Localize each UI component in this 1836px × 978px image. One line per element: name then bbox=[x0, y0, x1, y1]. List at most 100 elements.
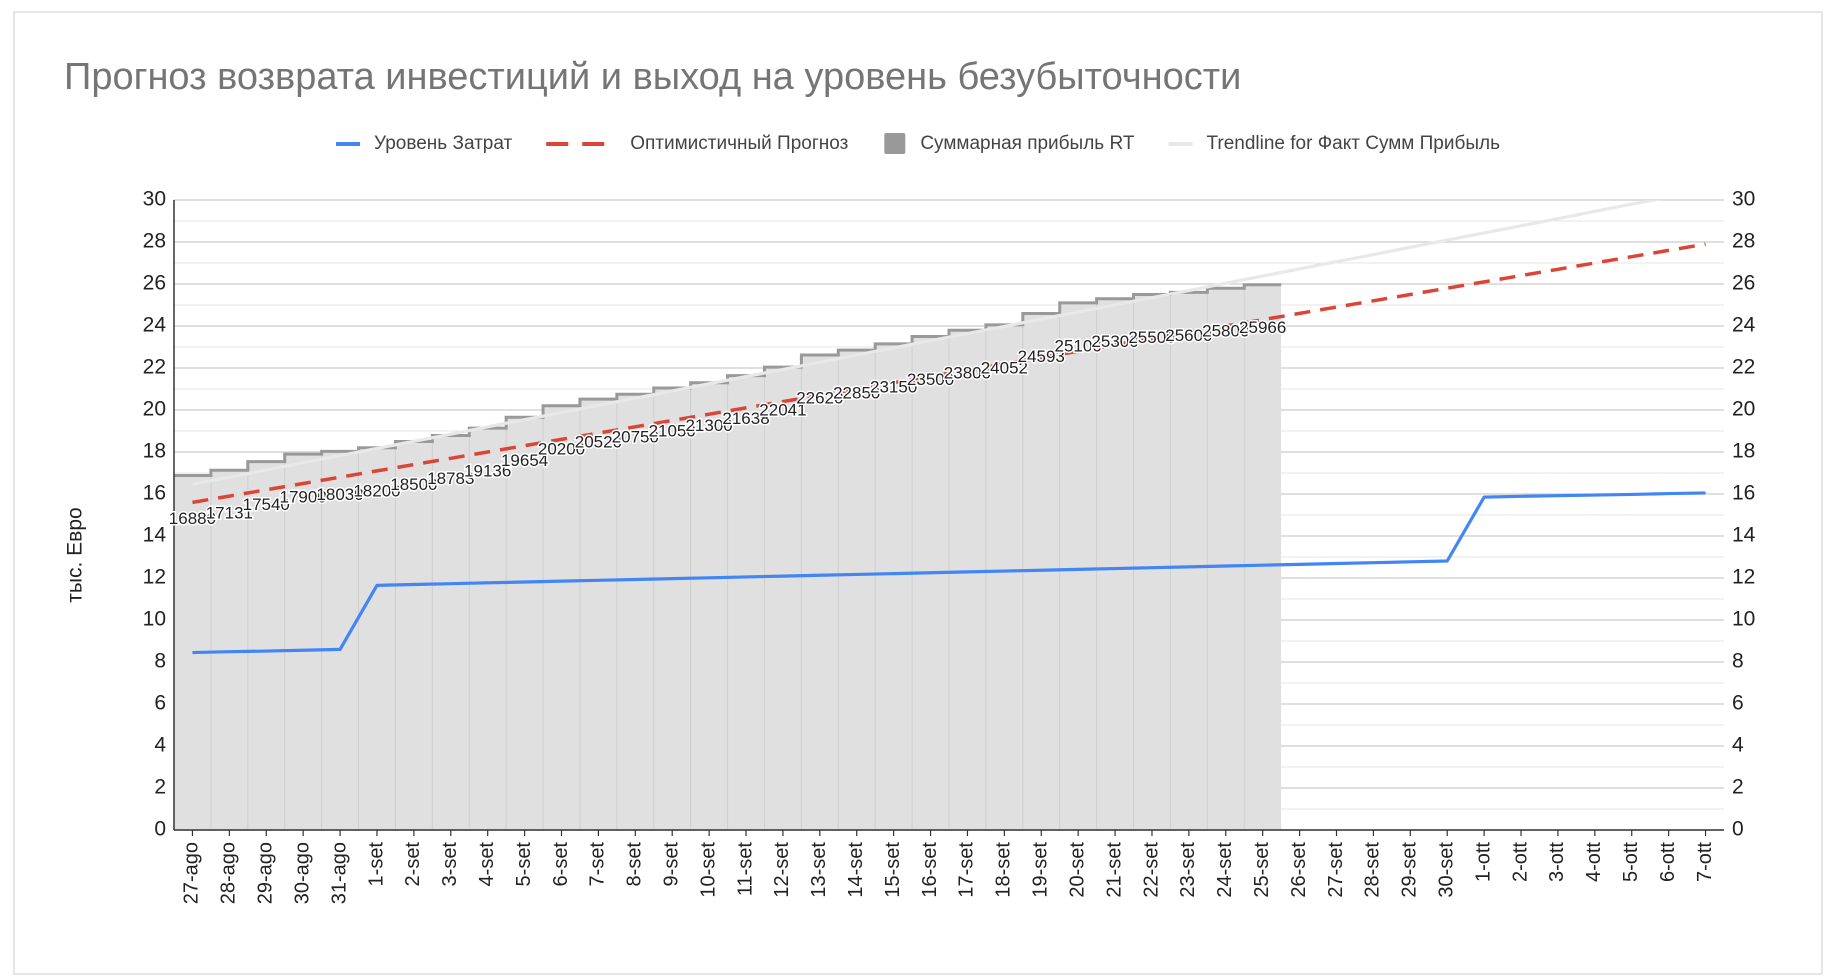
data-label: 23150 bbox=[870, 377, 917, 396]
legend-label: Trendline for Факт Сумм Прибыль bbox=[1206, 133, 1500, 154]
x-tick-label: 15-set bbox=[882, 842, 904, 898]
data-label: 24052 bbox=[981, 358, 1028, 377]
data-label: 25100 bbox=[1055, 336, 1102, 355]
y2-tick-label: 16 bbox=[1732, 482, 1755, 505]
x-tick-label: 7-ott bbox=[1694, 842, 1716, 882]
x-tick-label: 24-set bbox=[1214, 842, 1236, 898]
data-label: 16880 bbox=[169, 509, 216, 528]
data-label: 25500 bbox=[1128, 328, 1175, 347]
y-tick-label: 24 bbox=[143, 314, 167, 337]
data-label: 20750 bbox=[612, 428, 659, 447]
x-tick-label: 1-ott bbox=[1472, 842, 1494, 882]
data-label: 22041 bbox=[759, 401, 806, 420]
x-tick-label: 21-set bbox=[1103, 842, 1125, 898]
data-label: 21050 bbox=[649, 421, 696, 440]
x-tick-label: 3-ott bbox=[1546, 842, 1568, 882]
data-label: 25300 bbox=[1091, 332, 1138, 351]
y-tick-label: 16 bbox=[143, 482, 166, 505]
x-tick-label: 30-ago bbox=[291, 842, 313, 904]
data-label: 17540 bbox=[243, 495, 290, 514]
y2-tick-label: 24 bbox=[1732, 314, 1756, 337]
x-tick-label: 5-ott bbox=[1620, 842, 1642, 882]
x-tick-label: 7-set bbox=[587, 842, 609, 887]
x-tick-label: 1-set bbox=[365, 842, 387, 887]
x-tick-label: 2-ott bbox=[1509, 842, 1531, 882]
x-tick-label: 17-set bbox=[956, 842, 978, 898]
x-tick-label: 10-set bbox=[697, 842, 719, 898]
x-tick-label: 5-set bbox=[513, 842, 535, 887]
y-tick-label: 12 bbox=[143, 566, 166, 589]
legend-label: Оптимистичный Прогноз bbox=[630, 133, 848, 154]
x-tick-label: 25-set bbox=[1251, 842, 1273, 898]
x-tick-label: 29-ago bbox=[255, 842, 277, 904]
x-tick-label: 13-set bbox=[808, 842, 830, 898]
data-label: 17131 bbox=[206, 504, 253, 523]
y-tick-label: 28 bbox=[143, 230, 166, 253]
x-tick-label: 28-set bbox=[1362, 842, 1384, 898]
x-tick-label: 3-set bbox=[439, 842, 461, 887]
data-label: 25966 bbox=[1239, 318, 1286, 337]
x-tick-label: 30-set bbox=[1435, 842, 1457, 898]
data-label: 25800 bbox=[1202, 322, 1249, 341]
data-label: 19136 bbox=[464, 462, 511, 481]
y-axis-label: тыс. Евро bbox=[64, 507, 87, 602]
data-label: 23800 bbox=[944, 364, 991, 383]
y-tick-label: 14 bbox=[143, 524, 167, 547]
y2-tick-label: 12 bbox=[1732, 566, 1755, 589]
data-label: 20520 bbox=[575, 433, 622, 452]
line bbox=[192, 200, 1662, 486]
x-tick-label: 12-set bbox=[771, 842, 793, 898]
y2-tick-label: 2 bbox=[1732, 776, 1744, 799]
x-tick-label: 16-set bbox=[919, 842, 941, 898]
chart-title: Прогноз возврата инвестиций и выход на у… bbox=[64, 56, 1241, 98]
data-label: 19654 bbox=[501, 451, 548, 470]
y-tick-label: 8 bbox=[154, 650, 166, 673]
data-label: 23500 bbox=[907, 370, 954, 389]
x-tick-label: 28-ago bbox=[218, 842, 240, 904]
data-label: 20200 bbox=[538, 439, 585, 458]
x-tick-label: 14-set bbox=[845, 842, 867, 898]
x-tick-label: 11-set bbox=[734, 842, 756, 897]
y-tick-label: 10 bbox=[143, 608, 166, 631]
data-label: 18030 bbox=[316, 485, 363, 504]
y2-tick-label: 10 bbox=[1732, 608, 1755, 631]
y-tick-label: 20 bbox=[143, 398, 166, 421]
x-tick-label: 31-ago bbox=[328, 842, 350, 904]
y2-tick-label: 26 bbox=[1732, 272, 1755, 295]
y-tick-label: 4 bbox=[154, 734, 166, 757]
x-tick-label: 6-set bbox=[550, 842, 572, 887]
y2-tick-label: 28 bbox=[1732, 230, 1755, 253]
axes: 0246810121416182022242628300246810121416… bbox=[143, 188, 1756, 905]
y2-tick-label: 20 bbox=[1732, 398, 1755, 421]
data-label: 17900 bbox=[280, 488, 327, 507]
y-tick-label: 30 bbox=[143, 188, 166, 211]
x-tick-label: 26-set bbox=[1288, 842, 1310, 898]
y2-tick-label: 6 bbox=[1732, 692, 1744, 715]
x-tick-label: 2-set bbox=[402, 842, 424, 887]
data-label: 21638 bbox=[722, 409, 769, 428]
data-label: 25600 bbox=[1165, 326, 1212, 345]
labels: 1688017131175401790018030182001850018783… bbox=[167, 317, 1288, 530]
x-tick-label: 6-ott bbox=[1657, 842, 1679, 882]
x-tick-label: 9-set bbox=[660, 842, 682, 887]
legend: Уровень Затрат Оптимистичный Прогноз Сумма… bbox=[336, 133, 1500, 154]
legend-label: Уровень Затрат bbox=[374, 133, 513, 154]
y-tick-label: 0 bbox=[154, 818, 166, 841]
y2-tick-label: 8 bbox=[1732, 650, 1744, 673]
x-tick-label: 18-set bbox=[993, 842, 1015, 898]
y2-tick-label: 14 bbox=[1732, 524, 1756, 547]
x-tick-label: 23-set bbox=[1177, 842, 1199, 898]
y2-tick-label: 18 bbox=[1732, 440, 1755, 463]
y-tick-label: 26 bbox=[143, 272, 166, 295]
y2-tick-label: 0 bbox=[1732, 818, 1744, 841]
y-tick-label: 22 bbox=[143, 356, 166, 379]
x-tick-label: 4-ott bbox=[1583, 842, 1605, 882]
data-label: 18783 bbox=[427, 469, 474, 488]
y-tick-label: 2 bbox=[154, 776, 166, 799]
x-tick-label: 20-set bbox=[1066, 842, 1088, 898]
x-tick-label: 19-set bbox=[1030, 842, 1052, 898]
x-tick-label: 4-set bbox=[476, 842, 498, 887]
y2-tick-label: 30 bbox=[1732, 188, 1755, 211]
x-tick-label: 22-set bbox=[1140, 842, 1162, 898]
